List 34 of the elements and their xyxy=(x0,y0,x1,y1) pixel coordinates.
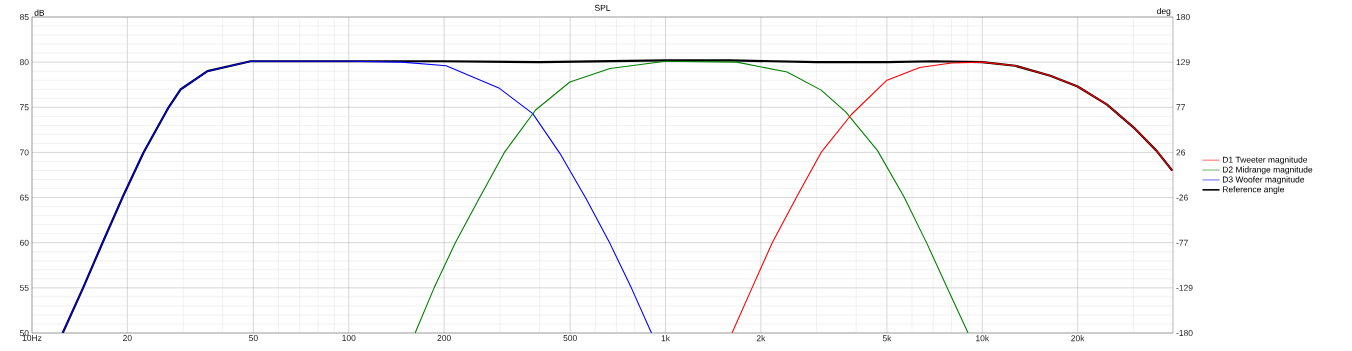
y2-tick-label: -77 xyxy=(1176,239,1188,246)
y-tick-label: 55 xyxy=(19,284,29,291)
x-tick-label: 500 xyxy=(563,335,577,342)
x-tick-label: 10Hz xyxy=(22,335,42,342)
x-tick-label: 5k xyxy=(882,335,892,342)
y2-tick-label: -180 xyxy=(1176,330,1193,336)
y-tick-label: 75 xyxy=(20,104,29,111)
y2-tick-label: 77 xyxy=(1176,104,1186,111)
x-tick-label: 200 xyxy=(437,335,451,342)
x-tick-label: 50 xyxy=(249,335,258,342)
y-tick-label: 50 xyxy=(19,330,29,336)
y2-tick-label: 26 xyxy=(1176,149,1186,156)
x-tick-label: 10k xyxy=(976,335,990,342)
y2-tick-label: 180 xyxy=(1176,14,1190,20)
x-tick-label: 20k xyxy=(1071,335,1085,342)
y-tick-label: 80 xyxy=(19,59,29,66)
y-axis-title: dB xyxy=(34,9,45,16)
legend-label: D1 Tweeter magnitude xyxy=(1222,156,1308,165)
y-tick-label: 85 xyxy=(19,14,29,20)
legend-label: Reference angle xyxy=(1222,186,1285,195)
x-tick-label: 20 xyxy=(123,335,132,342)
chart-title: SPL xyxy=(594,4,611,11)
y2-tick-label: -129 xyxy=(1176,284,1193,291)
y2-tick-label: 129 xyxy=(1176,59,1190,66)
x-tick-label: 2k xyxy=(756,335,766,342)
y-tick-label: 65 xyxy=(20,194,29,201)
legend-label: D3 Woofer magnitude xyxy=(1222,176,1305,185)
legend-label: D2 Midrange magnitude xyxy=(1222,166,1313,175)
y2-axis-title: deg xyxy=(1157,7,1171,16)
y-tick-label: 70 xyxy=(20,149,29,156)
y2-tick-label: -26 xyxy=(1176,194,1188,201)
y-tick-label: 60 xyxy=(20,239,29,246)
x-tick-label: 100 xyxy=(342,335,356,342)
x-tick-label: 1k xyxy=(661,335,670,342)
